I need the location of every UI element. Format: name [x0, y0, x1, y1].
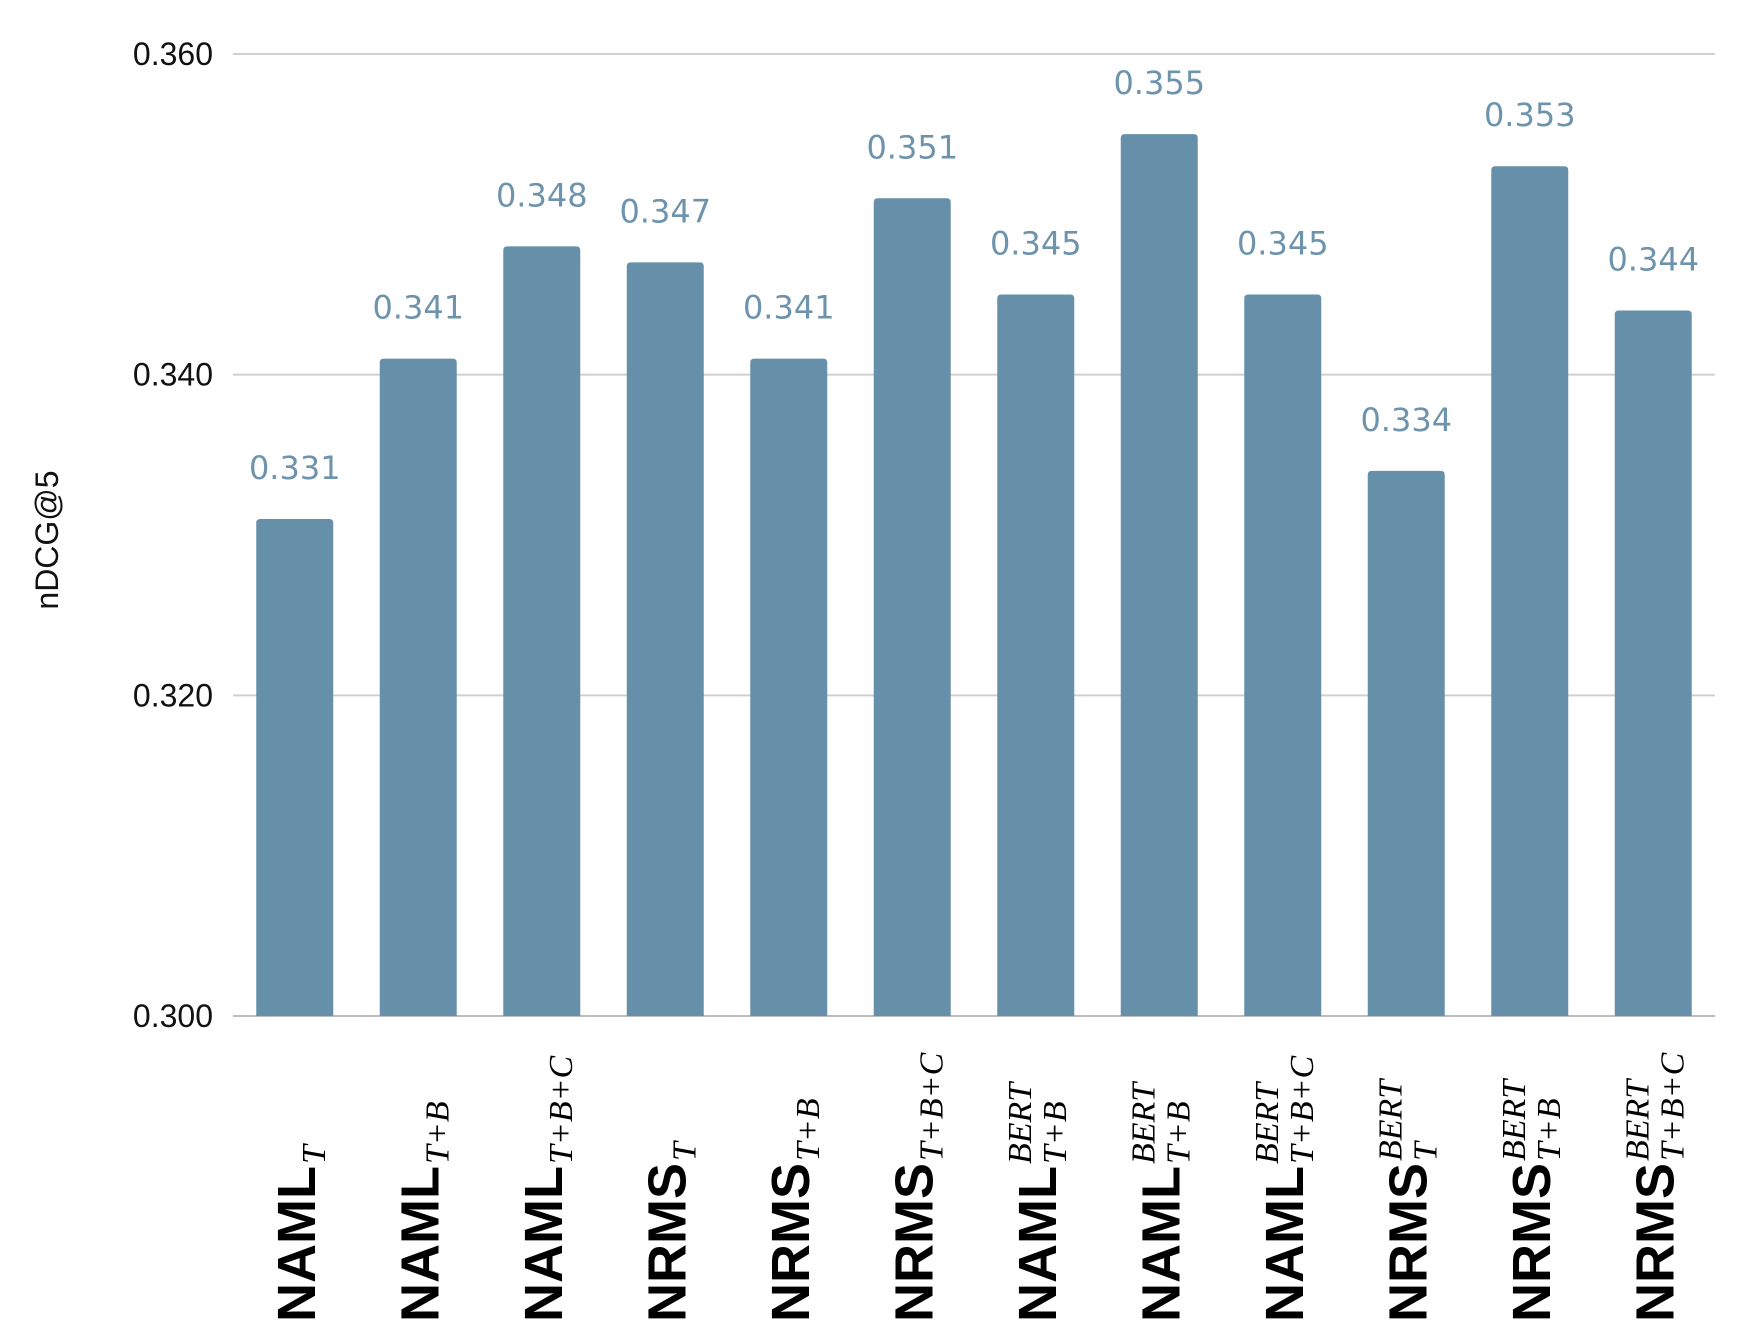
category-subscript: T+B+C: [913, 1052, 950, 1161]
category-superscript: BERT: [1496, 1078, 1533, 1161]
data-label: 0.347: [619, 192, 711, 230]
bar: [626, 262, 704, 1016]
x-axis-category-labels: NAMLTNAMLT+BNAMLT+B+CNRMSTNRMST+BNRMST+B…: [267, 1052, 1692, 1322]
bar: [503, 246, 581, 1016]
grid-lines: [233, 53, 1715, 1017]
category-subscript: T+B+C: [1284, 1055, 1321, 1164]
bars: [256, 134, 1692, 1017]
category-name: NRMS: [637, 1163, 697, 1322]
data-label: 0.353: [1484, 96, 1576, 134]
data-label: 0.341: [372, 289, 464, 327]
category-name: NRMS: [761, 1163, 821, 1322]
category-name: NRMS: [1378, 1163, 1438, 1322]
category-superscript: BERT: [1619, 1078, 1656, 1161]
category-subscript: T: [296, 1143, 333, 1164]
category-subscript: T+B: [790, 1098, 827, 1161]
bar: [1614, 310, 1692, 1016]
data-label: 0.345: [990, 225, 1082, 263]
category-name: NRMS: [1625, 1163, 1685, 1322]
category-name: NAML: [514, 1166, 574, 1322]
category-name: NAML: [1131, 1166, 1191, 1322]
category-name: NRMS: [884, 1163, 944, 1322]
category-subscript: T+B+C: [543, 1055, 580, 1164]
category-superscript: BERT: [1372, 1078, 1409, 1161]
data-label: 0.345: [1237, 225, 1329, 263]
category-subscript: T+B: [419, 1101, 456, 1164]
category-name: NAML: [390, 1166, 450, 1322]
y-tick-label: 0.300: [133, 998, 213, 1034]
data-label: 0.344: [1607, 241, 1699, 279]
y-tick-label: 0.360: [133, 36, 213, 72]
y-tick-label: 0.320: [133, 677, 213, 713]
category-subscript: T+B: [1160, 1101, 1197, 1164]
bar: [1120, 134, 1198, 1016]
data-label: 0.348: [496, 176, 588, 214]
bar: [379, 358, 457, 1017]
bar: [1367, 470, 1445, 1016]
bar: [750, 358, 828, 1017]
bar: [873, 198, 951, 1017]
category-name: NAML: [1008, 1166, 1068, 1322]
data-label: 0.334: [1360, 401, 1452, 439]
category-subscript: T+B: [1037, 1101, 1074, 1164]
data-label: 0.355: [1113, 64, 1205, 102]
data-labels: 0.331 0.341 0.348 0.347 0.341 0.351 0.345 0.355…: [249, 64, 1699, 487]
category-name: NAML: [267, 1166, 327, 1322]
category-subscript: T: [666, 1140, 703, 1161]
bar: [256, 518, 334, 1016]
bar: [1244, 294, 1322, 1016]
category-subscript: T: [1407, 1140, 1444, 1161]
category-name: NAML: [1255, 1166, 1315, 1322]
category-name: NRMS: [1502, 1163, 1562, 1322]
category-superscript: BERT: [1002, 1081, 1039, 1164]
category-superscript: BERT: [1249, 1081, 1286, 1164]
category-subscript: T+B+C: [1654, 1052, 1691, 1161]
category-superscript: BERT: [1125, 1081, 1162, 1164]
y-tick-label: 0.340: [133, 357, 213, 393]
data-label: 0.331: [249, 449, 341, 487]
bar: [997, 294, 1075, 1016]
data-label: 0.351: [866, 128, 958, 166]
bar: [1491, 166, 1569, 1016]
category-subscript: T+B: [1531, 1098, 1568, 1161]
y-axis-ticks: 0.300 0.320 0.340 0.360: [133, 36, 213, 1034]
y-axis-label: nDCG@5: [29, 470, 65, 609]
data-label: 0.341: [743, 289, 835, 327]
